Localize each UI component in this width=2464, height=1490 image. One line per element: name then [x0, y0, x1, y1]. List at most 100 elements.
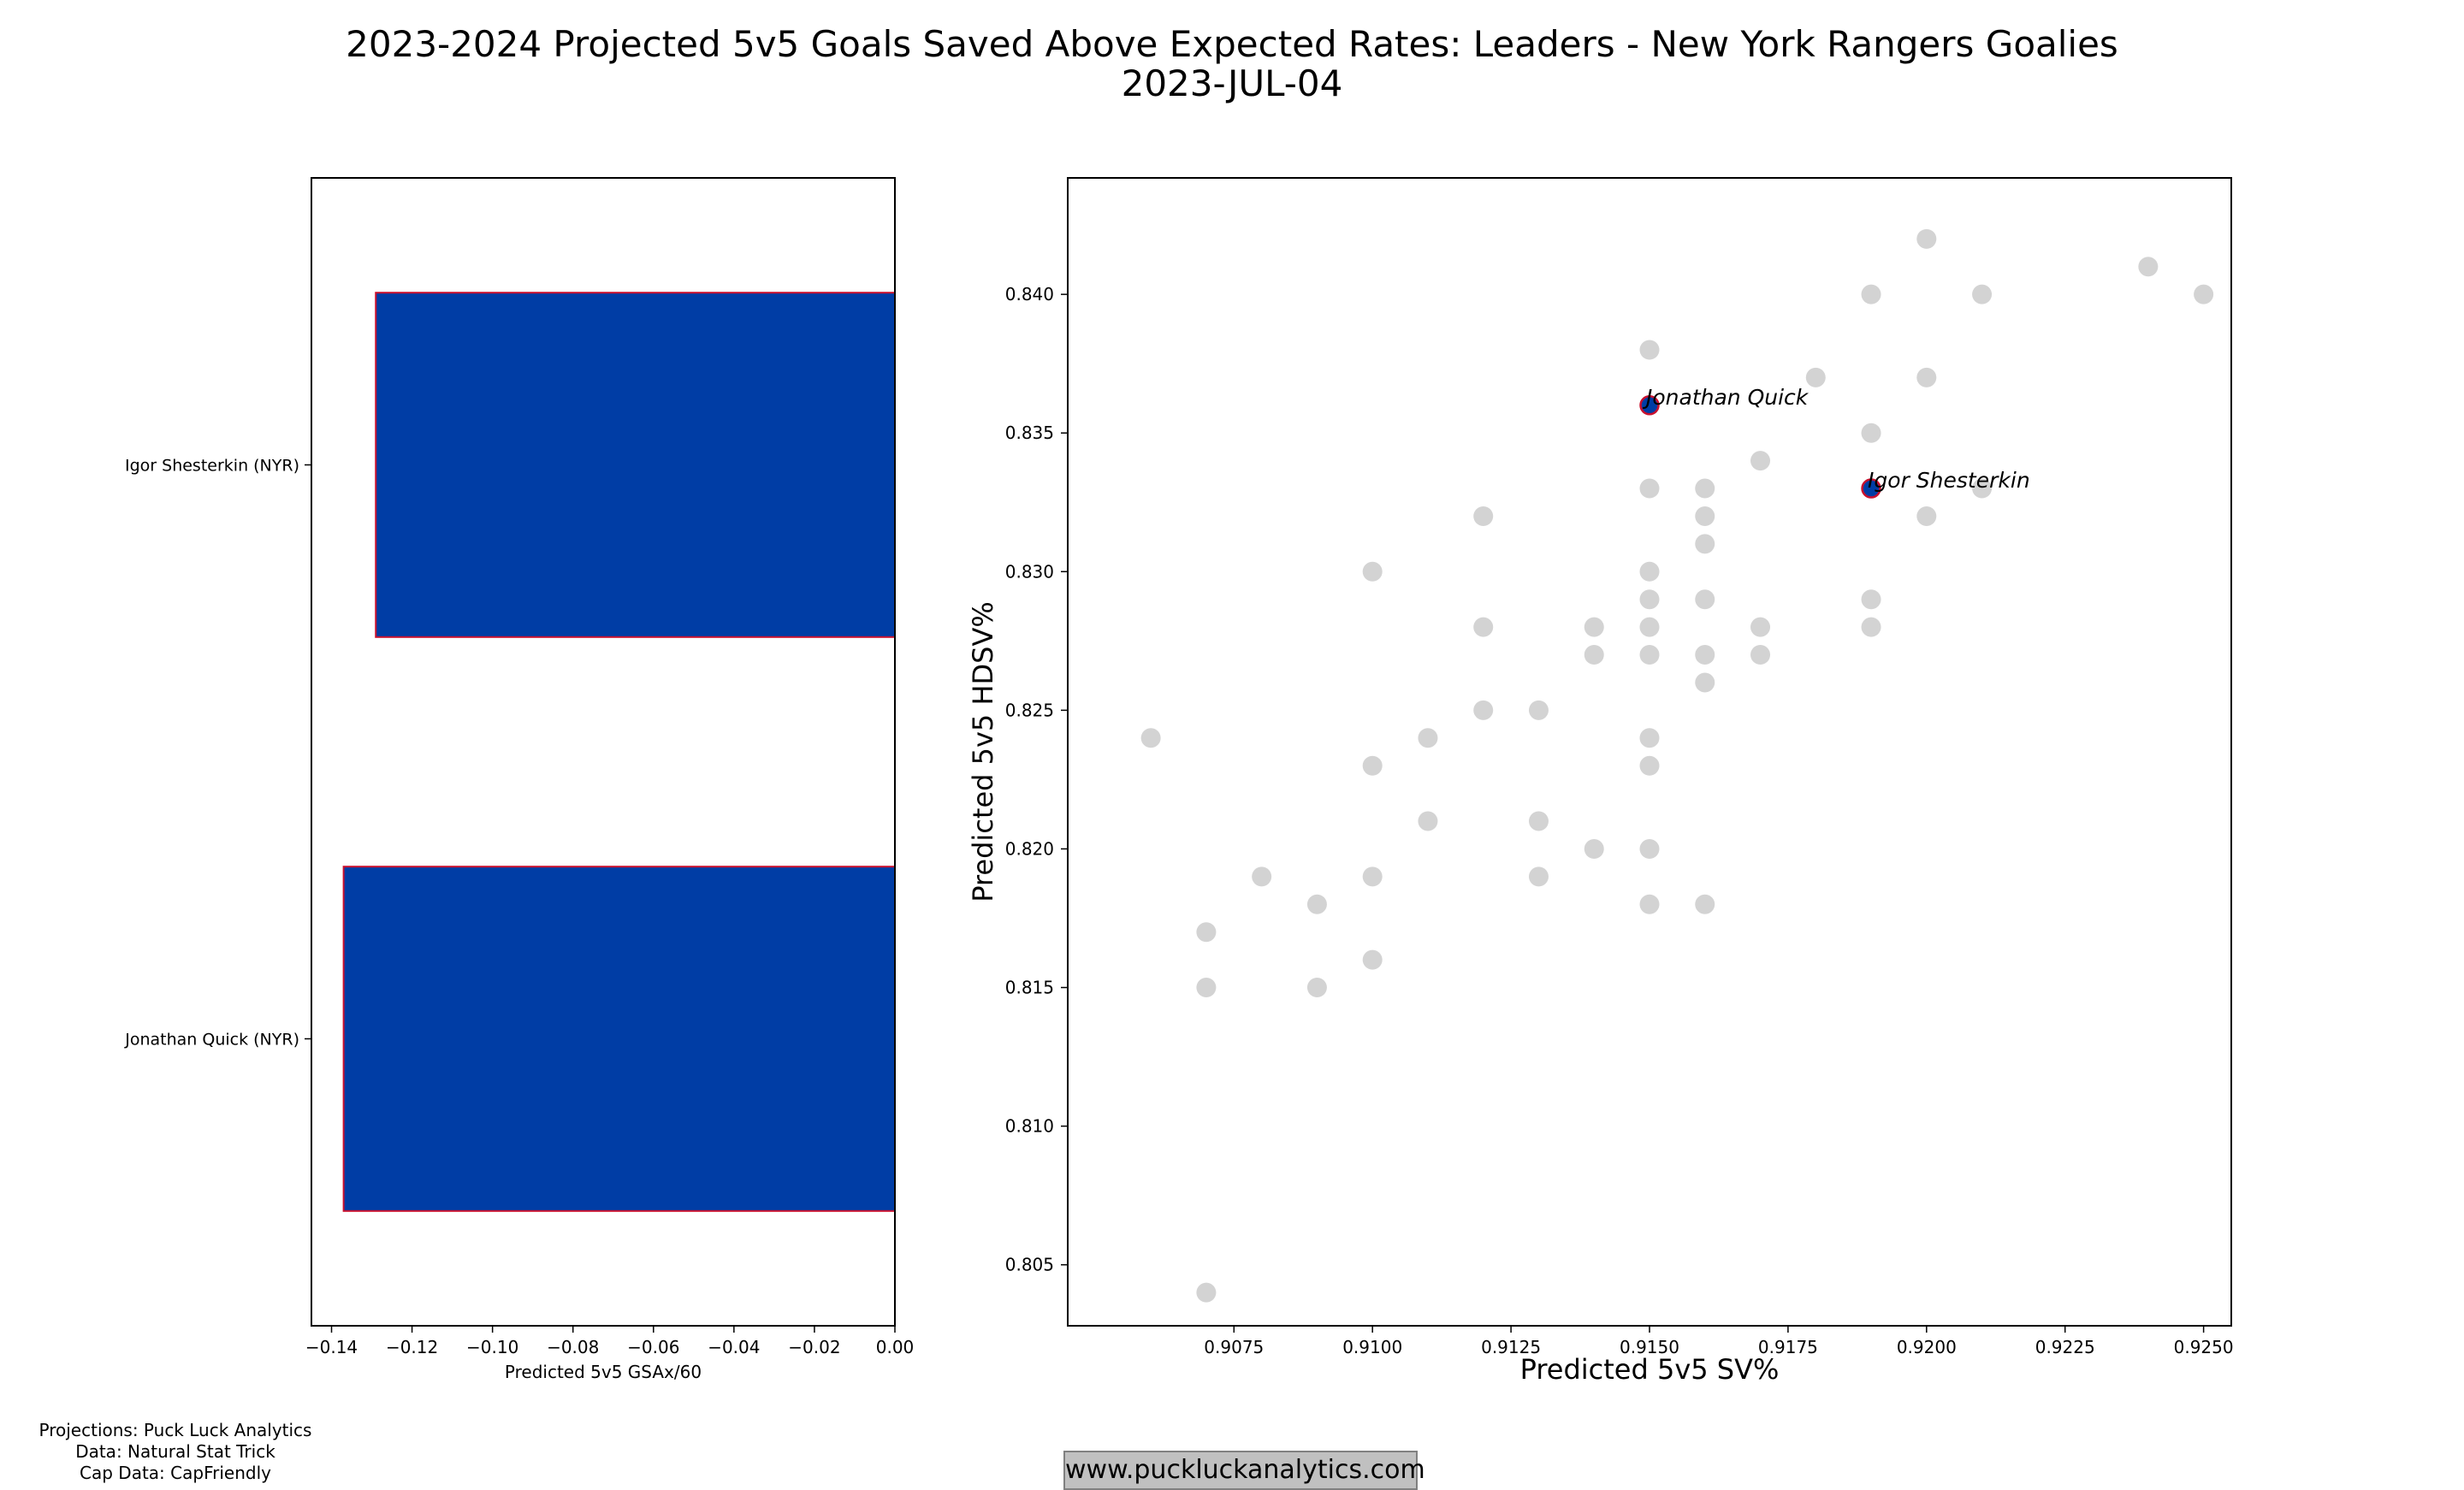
scatter-point — [1639, 561, 1660, 582]
scatter-point — [1639, 728, 1660, 748]
scatter-point — [1473, 617, 1494, 637]
scatter-point — [1140, 728, 1161, 748]
credit-cap-data: Cap Data: CapFriendly — [80, 1463, 271, 1483]
x-tick-label: 0.9200 — [1897, 1337, 1957, 1357]
scatter-point — [1528, 700, 1549, 720]
x-tick-label: −0.08 — [547, 1337, 599, 1357]
highlighted-point — [1639, 395, 1660, 416]
y-tick-label: Jonathan Quick (NYR) — [124, 1031, 299, 1050]
point-label: Jonathan Quick — [1642, 385, 1810, 410]
scatter-point — [1639, 894, 1660, 914]
scatter-point — [1916, 228, 1937, 249]
y-tick-label: 0.840 — [1005, 284, 1054, 305]
x-axis-label: Predicted 5v5 SV% — [1520, 1353, 1780, 1386]
scatter-point — [1639, 838, 1660, 859]
x-tick-label: 0.9125 — [1481, 1337, 1541, 1357]
y-tick-label: 0.835 — [1005, 423, 1054, 443]
scatter-point — [1861, 423, 1881, 443]
scatter-point — [1418, 811, 1438, 831]
scatter-point — [1695, 672, 1715, 693]
scatter-point — [1695, 478, 1715, 499]
scatter-point — [2194, 284, 2214, 305]
bar-chart-panel: Igor Shesterkin (NYR) Jonathan Quick (NYR… — [124, 177, 915, 1382]
scatter-point — [1695, 534, 1715, 554]
x-tick-label: 0.9075 — [1204, 1337, 1264, 1357]
scatter-point — [1750, 451, 1771, 471]
scatter-plot-frame — [1067, 177, 2232, 1327]
bar-plot-frame — [311, 177, 896, 1327]
scatter-point — [1528, 866, 1549, 887]
scatter-point — [1196, 922, 1217, 943]
x-tick-label: −0.06 — [627, 1337, 679, 1357]
scatter-point — [1584, 838, 1604, 859]
scatter-point — [1695, 589, 1715, 610]
x-tick-label: −0.14 — [305, 1337, 358, 1357]
scatter-point — [1861, 284, 1881, 305]
scatter-point — [1639, 478, 1660, 499]
scatter-point — [1196, 978, 1217, 998]
x-tick-label: −0.10 — [466, 1337, 518, 1357]
website-watermark: www.puckluckanalytics.com — [1063, 1451, 1425, 1490]
scatter-point — [1861, 617, 1881, 637]
scatter-point — [2138, 257, 2159, 277]
credit-data-source: Data: Natural Stat Trick — [75, 1441, 275, 1462]
scatter-point — [1362, 755, 1383, 776]
y-tick-label: 0.805 — [1005, 1255, 1054, 1275]
scatter-point — [1196, 1282, 1217, 1303]
scatter-point — [1528, 811, 1549, 831]
x-tick-label: 0.00 — [876, 1337, 915, 1357]
credit-projections: Projections: Puck Luck Analytics — [38, 1420, 312, 1440]
x-tick-label: 0.9250 — [2174, 1337, 2234, 1357]
scatter-point — [1861, 589, 1881, 610]
scatter-point — [1750, 645, 1771, 665]
scatter-point — [1916, 506, 1937, 526]
x-tick-label: −0.04 — [708, 1337, 760, 1357]
bar — [375, 292, 896, 638]
x-tick-label: 0.9100 — [1342, 1337, 1402, 1357]
x-axis-label: Predicted 5v5 GSAx/60 — [505, 1362, 702, 1382]
scatter-point — [1306, 978, 1327, 998]
scatter-point — [1639, 340, 1660, 360]
highlighted-point — [1861, 478, 1881, 499]
chart-subtitle-date: 2023-JUL-04 — [1121, 62, 1343, 104]
bar — [342, 866, 897, 1212]
point-label: Igor Shesterkin — [1868, 468, 2030, 493]
scatter-point — [1805, 367, 1826, 387]
scatter-point — [1362, 949, 1383, 970]
scatter-point — [1695, 894, 1715, 914]
scatter-point — [1639, 645, 1660, 665]
scatter-point — [1916, 367, 1937, 387]
scatter-point — [1639, 755, 1660, 776]
scatter-point — [1750, 617, 1771, 637]
credits-block: Projections: Puck Luck Analytics Data: N… — [26, 1420, 325, 1484]
scatter-point — [1639, 589, 1660, 610]
y-tick-label: 0.825 — [1005, 700, 1054, 720]
scatter-point — [1418, 728, 1438, 748]
chart-title: 2023-2024 Projected 5v5 Goals Saved Abov… — [346, 23, 2118, 65]
scatter-chart-panel: Jonathan Quick Igor Shesterkin 0.9075 0.910… — [967, 177, 2234, 1386]
y-tick-label: 0.815 — [1005, 978, 1054, 998]
scatter-point — [1639, 617, 1660, 637]
scatter-point — [1695, 506, 1715, 526]
y-axis-label: Predicted 5v5 HDSV% — [967, 601, 999, 902]
scatter-point — [1252, 866, 1272, 887]
x-tick-label: 0.9150 — [1620, 1337, 1679, 1357]
x-tick-label: −0.12 — [386, 1337, 438, 1357]
scatter-point — [1306, 894, 1327, 914]
scatter-point — [1473, 506, 1494, 526]
x-tick-label: −0.02 — [788, 1337, 840, 1357]
y-tick-label: 0.820 — [1005, 838, 1054, 859]
scatter-point — [1584, 617, 1604, 637]
scatter-point — [1362, 561, 1383, 582]
scatter-plot-area — [1068, 178, 2231, 1326]
x-tick-label: 0.9175 — [1758, 1337, 1818, 1357]
y-tick-label: 0.810 — [1005, 1116, 1054, 1137]
scatter-point — [1972, 478, 1993, 499]
y-tick-label: 0.830 — [1005, 561, 1054, 582]
scatter-point — [1362, 866, 1383, 887]
y-tick-label: Igor Shesterkin (NYR) — [125, 457, 299, 476]
scatter-point — [1584, 645, 1604, 665]
scatter-point — [1972, 284, 1993, 305]
scatter-point — [1473, 700, 1494, 720]
